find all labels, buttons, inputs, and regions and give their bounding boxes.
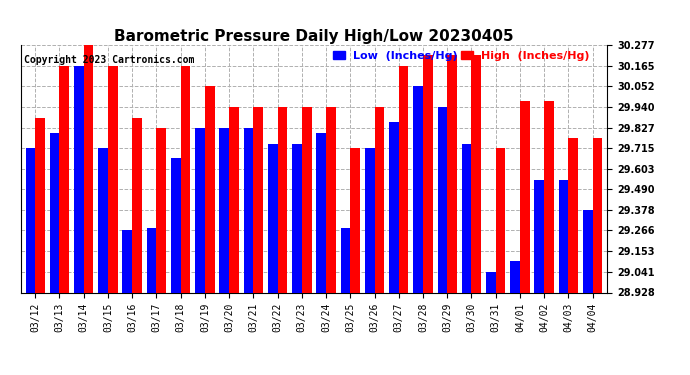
Bar <box>253 107 263 292</box>
Bar <box>268 144 277 292</box>
Bar <box>83 45 93 292</box>
Bar <box>50 132 59 292</box>
Bar <box>413 86 423 292</box>
Bar <box>277 107 287 292</box>
Text: Copyright 2023 Cartronics.com: Copyright 2023 Cartronics.com <box>23 55 194 65</box>
Bar <box>462 144 471 292</box>
Bar <box>181 66 190 292</box>
Bar <box>317 132 326 292</box>
Bar <box>471 56 481 292</box>
Bar <box>399 66 408 292</box>
Bar <box>326 107 336 292</box>
Bar <box>351 148 360 292</box>
Bar <box>447 56 457 292</box>
Bar <box>535 180 544 292</box>
Bar <box>375 107 384 292</box>
Bar <box>486 272 495 292</box>
Bar <box>583 210 593 292</box>
Bar <box>74 66 83 292</box>
Bar <box>520 101 530 292</box>
Bar <box>365 148 375 292</box>
Bar <box>108 66 117 292</box>
Bar <box>292 144 302 292</box>
Bar <box>593 138 602 292</box>
Bar <box>35 118 45 292</box>
Bar <box>341 228 351 292</box>
Bar <box>205 86 215 292</box>
Bar <box>132 118 142 292</box>
Bar <box>98 148 108 292</box>
Bar <box>423 56 433 292</box>
Bar <box>123 231 132 292</box>
Bar <box>195 128 205 292</box>
Bar <box>244 128 253 292</box>
Legend: Low  (Inches/Hg), High  (Inches/Hg): Low (Inches/Hg), High (Inches/Hg) <box>329 46 594 65</box>
Bar <box>302 107 311 292</box>
Bar <box>157 128 166 292</box>
Bar <box>219 128 229 292</box>
Bar <box>511 261 520 292</box>
Title: Barometric Pressure Daily High/Low 20230405: Barometric Pressure Daily High/Low 20230… <box>114 29 514 44</box>
Bar <box>389 122 399 292</box>
Bar <box>569 138 578 292</box>
Bar <box>437 107 447 292</box>
Bar <box>495 148 505 292</box>
Bar <box>147 228 157 292</box>
Bar <box>171 158 181 292</box>
Bar <box>544 101 554 292</box>
Bar <box>229 107 239 292</box>
Bar <box>59 66 69 292</box>
Bar <box>26 148 35 292</box>
Bar <box>559 180 569 292</box>
